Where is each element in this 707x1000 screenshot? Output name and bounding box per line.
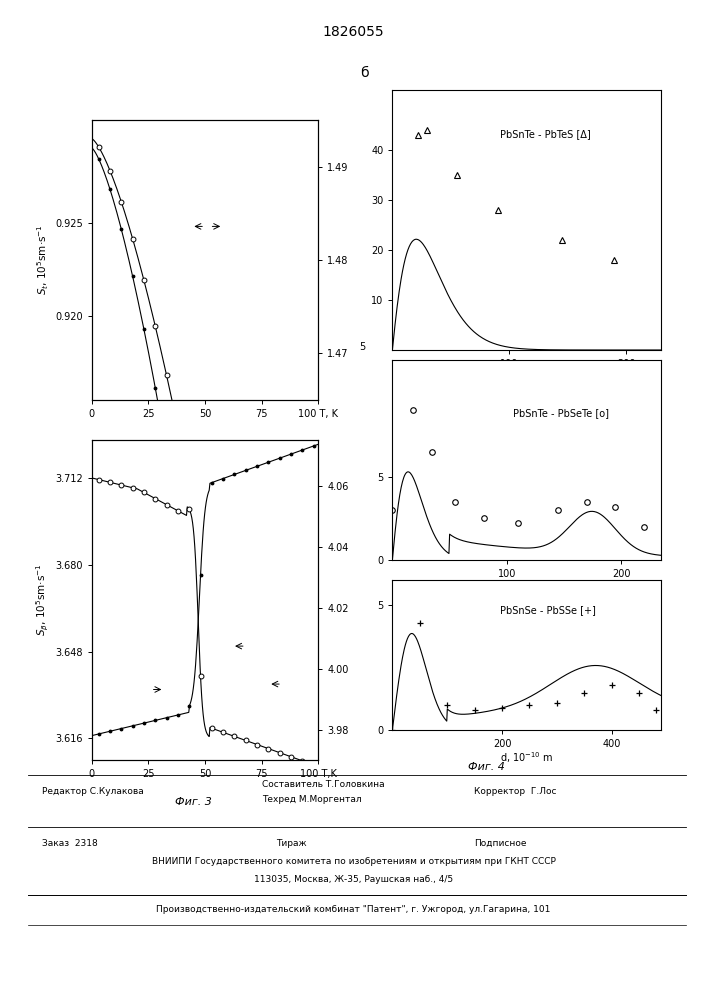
Text: Техред М.Моргентал: Техред М.Моргентал (262, 795, 361, 804)
Text: PbSnTe - PbTeS [Δ]: PbSnTe - PbTeS [Δ] (500, 129, 590, 139)
X-axis label: d, 10$^{-10}$ m: d, 10$^{-10}$ m (500, 370, 554, 385)
Text: Фиг. 3: Фиг. 3 (175, 797, 212, 807)
Text: 113035, Москва, Ж-35, Раушская наб., 4/5: 113035, Москва, Ж-35, Раушская наб., 4/5 (254, 875, 453, 884)
Text: Подписное: Подписное (474, 839, 526, 848)
Text: Тираж: Тираж (276, 839, 306, 848)
Y-axis label: $S_\beta$, 10$^5$sm·s$^{-1}$: $S_\beta$, 10$^5$sm·s$^{-1}$ (35, 564, 51, 636)
X-axis label: d, 10$^{-10}$ m: d, 10$^{-10}$ m (500, 750, 554, 765)
Text: Корректор  Г.Лос: Корректор Г.Лос (474, 787, 556, 796)
Text: ВНИИПИ Государственного комитета по изобретениям и открытиям при ГКНТ СССР: ВНИИПИ Государственного комитета по изоб… (151, 857, 556, 866)
Text: Составитель Т.Головкина: Составитель Т.Головкина (262, 780, 384, 789)
Text: PbSnTe - PbSeTe [o]: PbSnTe - PbSeTe [o] (513, 408, 609, 418)
Text: 1826055: 1826055 (322, 25, 385, 39)
Text: б: б (361, 66, 369, 80)
Text: Заказ  2318: Заказ 2318 (42, 839, 98, 848)
Text: PbSnSe - PbSSe [+]: PbSnSe - PbSSe [+] (500, 605, 596, 615)
Text: Производственно-издательский комбинат "Патент", г. Ужгород, ул.Гагарина, 101: Производственно-издательский комбинат "П… (156, 905, 551, 914)
Text: Редактор С.Кулакова: Редактор С.Кулакова (42, 787, 144, 796)
Text: Фиг. 4: Фиг. 4 (468, 762, 505, 772)
X-axis label: d, 10$^{-10}$ m: d, 10$^{-10}$ m (500, 580, 554, 595)
Y-axis label: $S_t$, 10$^5$sm·s$^{-1}$: $S_t$, 10$^5$sm·s$^{-1}$ (35, 225, 51, 295)
Text: 5: 5 (359, 342, 366, 352)
